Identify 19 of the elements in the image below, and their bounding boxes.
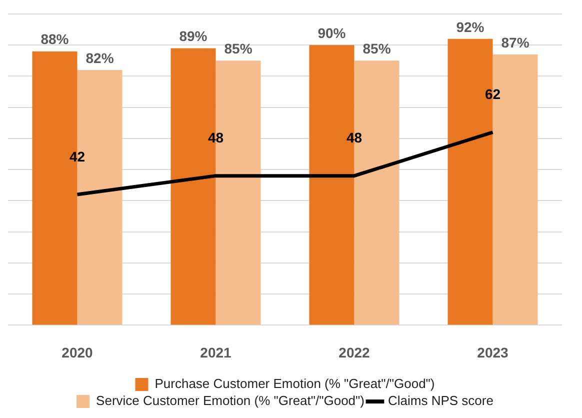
x-tick-label: 2023: [477, 344, 509, 360]
data-label: 48: [346, 130, 362, 146]
legend-label: Purchase Customer Emotion (% "Great"/"Good"): [154, 376, 435, 392]
x-tick-label: 2021: [200, 344, 232, 360]
data-label: 88%: [40, 31, 70, 48]
data-label: 90%: [318, 24, 346, 41]
legend-label: Service Customer Emotion (% "Great"/"Good"): [96, 393, 364, 408]
data-label: 89%: [179, 28, 208, 44]
data-label: 85%: [224, 40, 253, 57]
data-label: 42: [69, 148, 86, 164]
data-label: 48: [208, 130, 224, 146]
data-label: 92%: [456, 18, 485, 35]
data-label: 82%: [86, 50, 114, 66]
x-tick-label: 2020: [62, 344, 94, 360]
data-label: 85%: [362, 40, 392, 57]
x-tick-label: 2022: [338, 344, 370, 360]
legend-label: Claims NPS score: [388, 393, 494, 408]
data-label: 87%: [501, 34, 530, 50]
data-label: 62: [484, 86, 501, 102]
